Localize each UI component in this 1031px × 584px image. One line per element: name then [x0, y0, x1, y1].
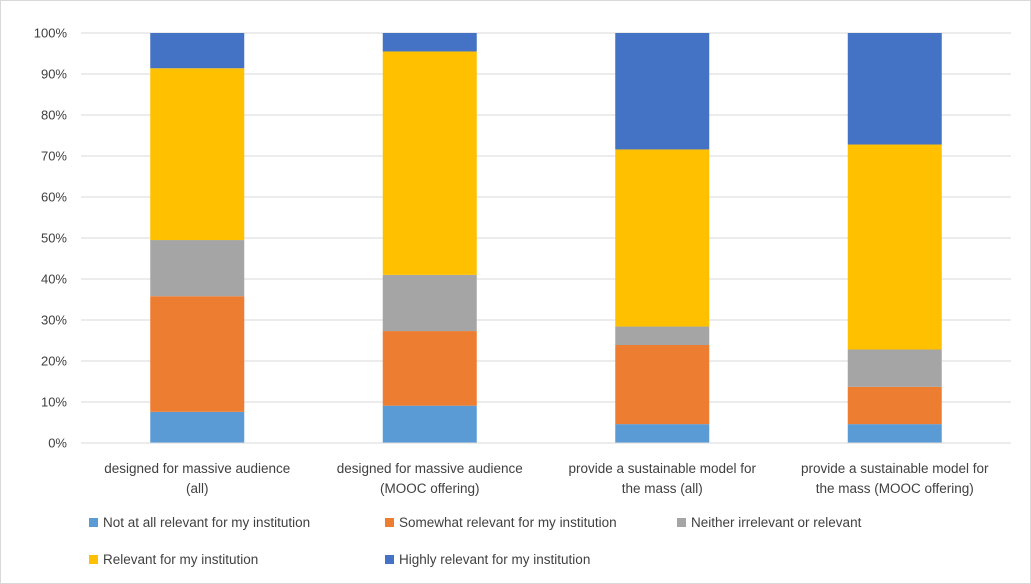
- bar-segment: [382, 33, 477, 52]
- x-category-label: designed for massive audience: [104, 461, 290, 476]
- y-tick-label: 50%: [41, 231, 67, 246]
- x-category-label: the mass (all): [622, 481, 703, 496]
- category-labels: designed for massive audience (all) design…: [104, 461, 989, 496]
- bars: [150, 33, 942, 443]
- legend-swatch: [89, 555, 98, 564]
- legend-swatch: [89, 518, 98, 527]
- bar-segment: [615, 345, 710, 425]
- y-tick-label: 30%: [41, 313, 67, 328]
- y-tick-label: 40%: [41, 272, 67, 287]
- x-category-label: provide a sustainable model for: [568, 461, 756, 476]
- bar-segment: [150, 240, 245, 297]
- legend-label: Highly relevant for my institution: [399, 552, 590, 567]
- y-axis-ticks: 0% 10% 20% 30% 40% 50% 60% 70% 80% 90% 100%: [34, 26, 68, 451]
- x-category-label: designed for massive audience: [337, 461, 523, 476]
- legend-label: Somewhat relevant for my institution: [399, 515, 617, 530]
- legend-swatch: [677, 518, 686, 527]
- bar-segment: [847, 144, 942, 350]
- y-tick-label: 20%: [41, 354, 67, 369]
- bar-segment: [847, 424, 942, 443]
- y-tick-label: 10%: [41, 395, 67, 410]
- bar-segment: [847, 386, 942, 425]
- bar-segment: [150, 68, 245, 241]
- bar-segment: [382, 274, 477, 332]
- x-category-label: the mass (MOOC offering): [816, 481, 974, 496]
- bar-segment: [382, 331, 477, 406]
- legend-swatch: [385, 518, 394, 527]
- bar-segment: [150, 33, 245, 69]
- bar-segment: [615, 424, 710, 443]
- bar-segment: [847, 33, 942, 145]
- x-category-label: (MOOC offering): [380, 481, 480, 496]
- bar-segment: [615, 149, 710, 327]
- y-tick-label: 0%: [48, 436, 67, 451]
- x-category-label: provide a sustainable model for: [801, 461, 989, 476]
- bar-segment: [150, 411, 245, 443]
- bar-segment: [615, 33, 710, 150]
- y-tick-label: 90%: [41, 67, 67, 82]
- legend-label: Not at all relevant for my institution: [103, 515, 310, 530]
- legend-label: Neither irrelevant or relevant: [691, 515, 862, 530]
- legend-label: Relevant for my institution: [103, 552, 258, 567]
- legend-swatch: [385, 555, 394, 564]
- y-tick-label: 100%: [34, 26, 68, 41]
- legend: Not at all relevant for my institution So…: [89, 515, 862, 567]
- bar-segment: [382, 405, 477, 443]
- y-tick-label: 60%: [41, 190, 67, 205]
- y-tick-label: 80%: [41, 108, 67, 123]
- bar-segment: [615, 326, 710, 346]
- y-tick-label: 70%: [41, 149, 67, 164]
- bar-segment: [382, 51, 477, 275]
- bar-segment: [847, 349, 942, 387]
- x-category-label: (all): [186, 481, 209, 496]
- bar-segment: [150, 296, 245, 412]
